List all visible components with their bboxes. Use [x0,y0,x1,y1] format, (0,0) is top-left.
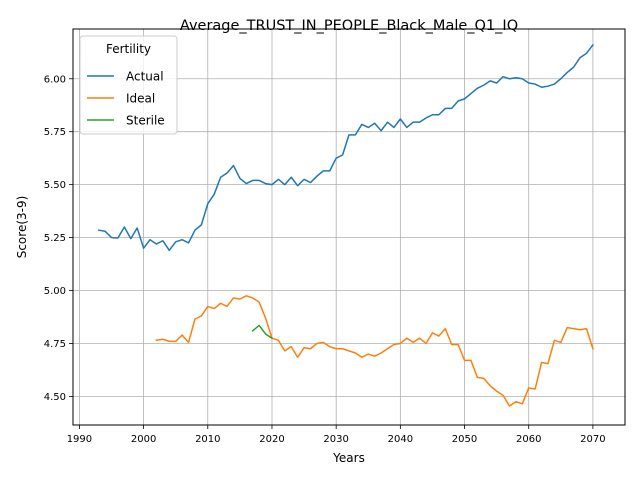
plot-frame [72,28,626,426]
y-tick-label: 5.25 [44,233,66,244]
x-tick-label: 2020 [259,434,284,445]
x-tick-label: 2030 [323,434,348,445]
y-tick-label: 5.75 [44,127,66,138]
series-line-actual [97,43,594,252]
legend-entries: Actual Ideal Sterile [87,70,165,128]
y-tick-label: 4.50 [44,392,66,403]
y-axis-label: Score(3-9) [15,196,29,259]
series-line-sterile [251,324,274,340]
y-axis-ticks: 4.50 4.75 5.00 5.25 5.50 5.75 6.00 [44,74,73,403]
legend-label-ideal: Ideal [126,92,155,106]
y-tick-label: 4.75 [44,339,66,350]
x-tick-label: 2040 [388,434,413,445]
y-tick-label: 5.50 [44,180,66,191]
legend-title: Fertility [106,42,151,56]
x-tick-label: 2070 [580,434,605,445]
legend: Fertility Actual Ideal Sterile [79,35,178,135]
y-tick-label: 6.00 [44,74,66,85]
legend-box [79,35,178,135]
chart-title: Average_TRUST_IN_PEOPLE_Black_Male_Q1_IQ [180,18,518,34]
grid-lines [73,29,625,425]
series-lines [97,43,594,407]
x-tick-label: 2050 [452,434,477,445]
legend-label-actual: Actual [126,70,164,84]
x-tick-label: 2000 [131,434,156,445]
x-tick-label: 2060 [516,434,541,445]
x-axis-ticks: 1990 2000 2010 2020 2030 2040 2050 2060 2070 [67,425,606,445]
x-tick-label: 1990 [67,434,92,445]
x-tick-label: 2010 [195,434,220,445]
x-axis-label: Years [332,451,365,465]
series-line-ideal [155,295,594,407]
legend-label-sterile: Sterile [126,114,165,128]
y-tick-label: 5.00 [44,286,66,297]
